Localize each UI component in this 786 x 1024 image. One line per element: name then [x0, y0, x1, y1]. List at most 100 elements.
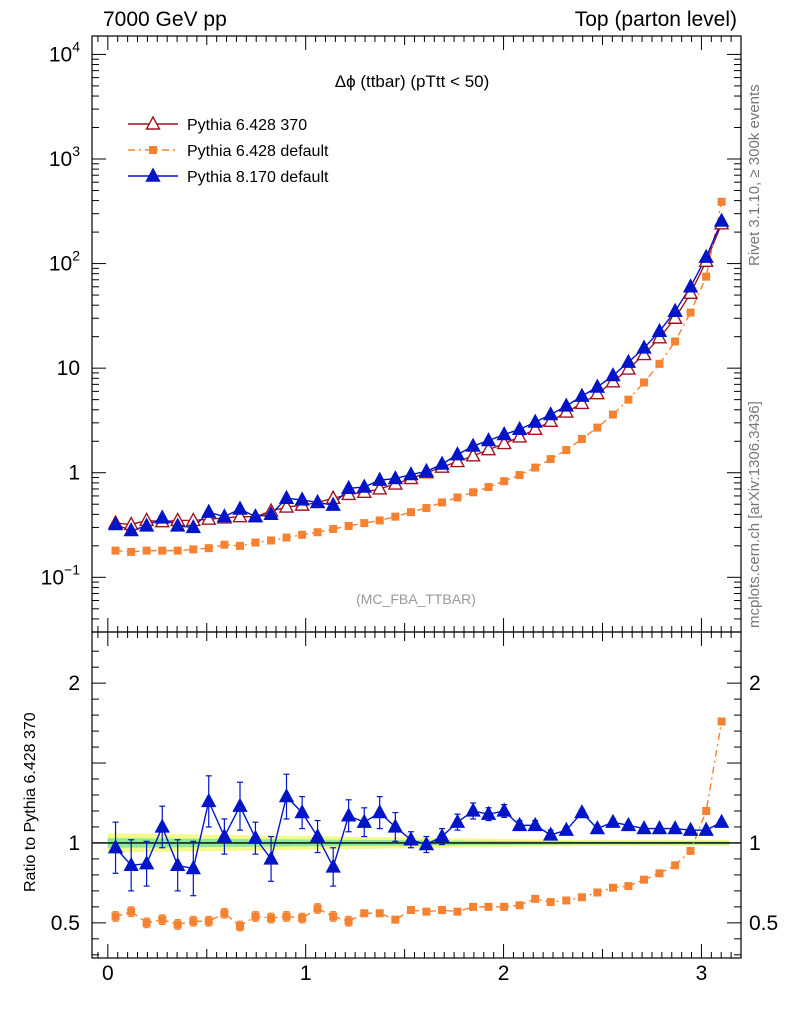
x-tick-label: 3	[696, 962, 708, 985]
ratio-point	[620, 816, 637, 832]
x-tick-label: 0	[102, 962, 114, 985]
ratio-point	[608, 883, 617, 892]
data-point	[562, 445, 571, 454]
legend-marker	[149, 146, 157, 154]
ratio-point	[356, 813, 372, 828]
ratio-point	[636, 820, 652, 835]
y-tick-label: 104	[49, 38, 80, 66]
data-point	[294, 491, 310, 506]
data-point	[107, 516, 124, 531]
data-point	[465, 447, 481, 462]
ratio-point	[372, 804, 388, 819]
data-point	[418, 462, 435, 478]
ratio-point	[154, 818, 170, 833]
legend: Pythia 6.428 370 Pythia 6.428 default Pyth…	[128, 115, 329, 186]
data-point	[344, 521, 353, 530]
ratio-point	[325, 858, 341, 873]
ratio-point	[449, 813, 466, 828]
data-point	[170, 517, 186, 532]
data-point	[189, 545, 198, 554]
header-left: 7000 GeV pp	[103, 8, 227, 31]
data-point	[204, 544, 213, 553]
ratio-series	[107, 717, 730, 932]
data-point	[558, 397, 574, 412]
data-point	[542, 412, 559, 428]
ratio-point	[294, 804, 310, 819]
data-point	[173, 546, 182, 555]
legend-label: Pythia 6.428 370	[187, 117, 307, 134]
data-point	[313, 528, 322, 537]
data-point	[111, 546, 120, 555]
ratio-point	[515, 901, 524, 910]
legend-label: Pythia 6.428 default	[187, 143, 329, 160]
data-point	[282, 533, 291, 542]
data-point	[480, 441, 497, 456]
ratio-point	[247, 829, 264, 844]
ratio-point	[671, 861, 680, 870]
ratio-point	[278, 788, 295, 803]
data-point	[640, 378, 649, 387]
ratio-point	[422, 907, 431, 916]
ratio-point	[527, 816, 543, 832]
y-tick-label: 10	[57, 357, 80, 380]
ratio-point	[577, 893, 586, 902]
data-point	[465, 437, 481, 452]
data-point	[496, 435, 512, 450]
data-point	[185, 518, 201, 534]
ratio-point	[123, 856, 139, 872]
ratio-point	[406, 906, 415, 915]
data-point	[267, 536, 276, 545]
ratio-point	[562, 896, 571, 905]
ratio-point	[340, 807, 357, 822]
data-point	[127, 547, 136, 556]
ratio-point	[651, 820, 668, 835]
ratio-point	[500, 902, 509, 911]
ratio-point	[542, 826, 559, 841]
ratio-point	[267, 914, 276, 923]
ratio-point	[496, 802, 512, 817]
ratio-point	[344, 917, 353, 926]
ratio-line	[115, 721, 723, 927]
data-point	[422, 504, 431, 513]
ratio-point	[236, 922, 245, 931]
header-right: Top (parton level)	[574, 8, 737, 31]
ratio-point	[204, 917, 213, 926]
data-point	[298, 530, 307, 539]
data-point	[360, 519, 369, 528]
data-point	[484, 483, 493, 492]
ratio-point	[434, 828, 450, 843]
data-point	[434, 455, 450, 470]
ratio-point	[251, 912, 260, 921]
y-tick-label: 103	[49, 143, 80, 171]
main-series	[107, 197, 730, 556]
ratio-point	[465, 802, 481, 817]
data-point	[158, 546, 167, 555]
ratio-point	[309, 828, 326, 843]
ratio-plot-frame	[91, 631, 742, 959]
data-point	[372, 480, 388, 495]
ratio-point	[232, 797, 248, 812]
ratio-point	[453, 907, 462, 916]
data-point	[232, 508, 248, 523]
data-point	[309, 493, 326, 509]
ratio-y-tick-label-right: 2	[749, 672, 761, 695]
ratio-point	[484, 902, 493, 911]
ratio-line	[115, 795, 722, 870]
data-point	[682, 278, 699, 293]
data-point	[375, 516, 384, 525]
data-point	[251, 538, 260, 547]
ratio-point	[593, 888, 602, 897]
ratio-y-tick-label: 2	[68, 672, 80, 695]
ratio-point	[667, 820, 683, 835]
data-point	[278, 498, 295, 513]
data-point	[236, 541, 245, 550]
data-point	[232, 500, 248, 515]
data-point	[577, 435, 586, 444]
ratio-point	[170, 856, 186, 872]
ratio-point	[391, 915, 400, 924]
data-point	[574, 387, 590, 402]
ratio-point	[111, 912, 120, 921]
data-point	[201, 510, 217, 525]
data-point	[702, 272, 711, 281]
ratio-point	[189, 917, 198, 926]
